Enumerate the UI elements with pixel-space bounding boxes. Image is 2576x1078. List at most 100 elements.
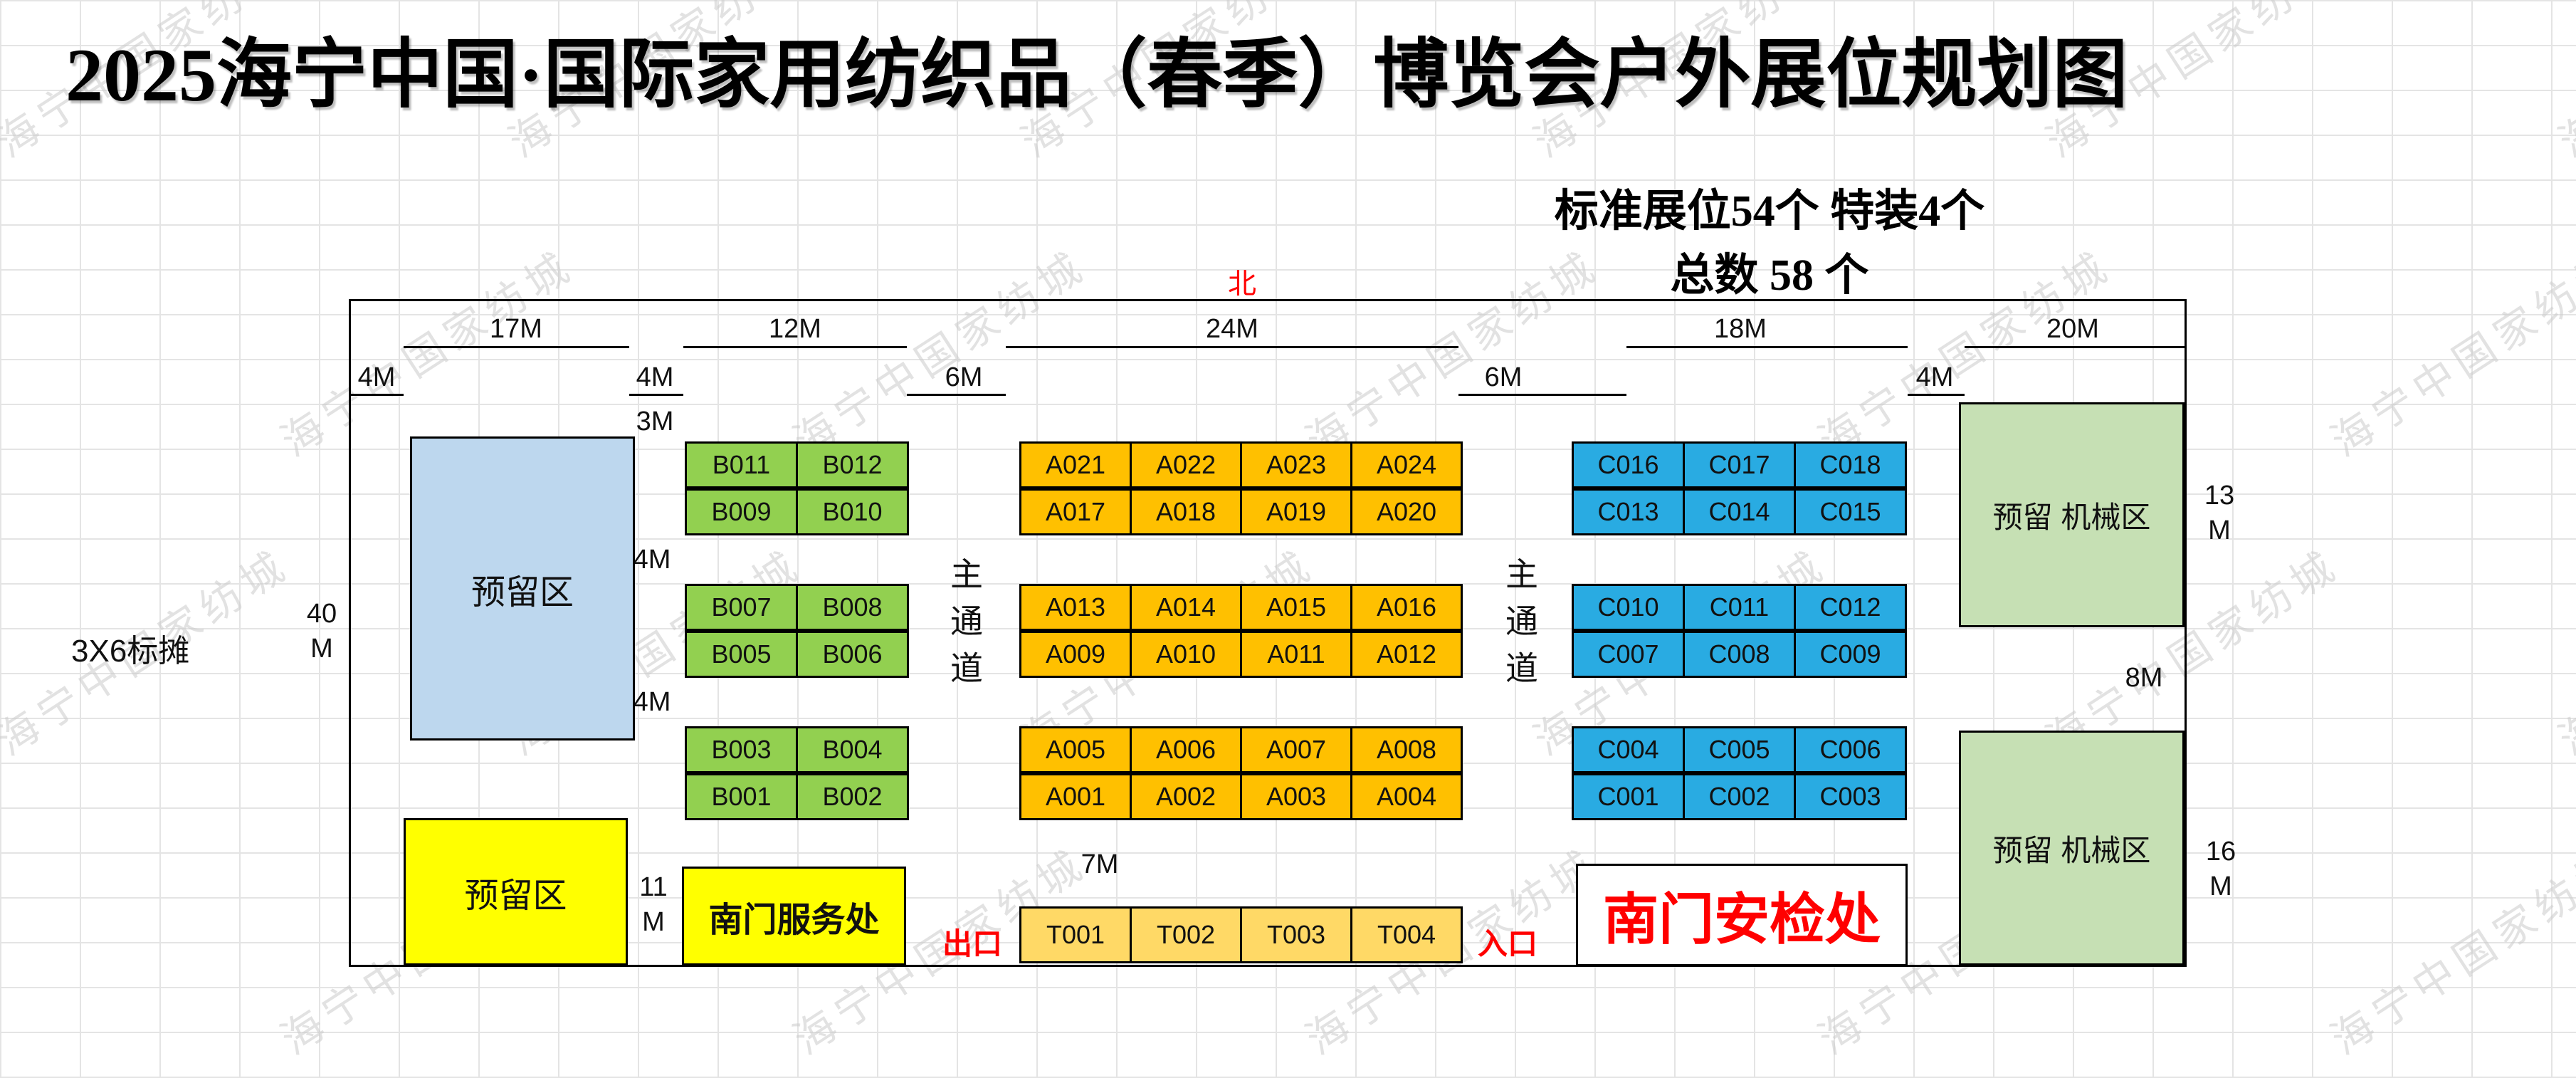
booth-A017: A017 [1019,488,1132,535]
dim-17m: 17M [490,314,542,344]
dim-12m: 12M [769,314,821,344]
booth-A007: A007 [1240,726,1352,773]
booth-A008: A008 [1350,726,1463,773]
booth-A011: A011 [1240,631,1352,678]
booth-C001: C001 [1572,773,1685,820]
zone-security-check: 南门安检处 [1576,864,1908,966]
booth-B009: B009 [685,488,798,535]
main-aisle-left: 主通道 [946,557,983,698]
booth-B012: B012 [796,441,909,488]
zone-service-office: 南门服务处 [682,867,906,966]
booth-C015: C015 [1794,488,1907,535]
booth-T004: T004 [1350,906,1463,963]
booth-A018: A018 [1130,488,1242,535]
dim-20m: 20M [2046,314,2099,344]
booth-A006: A006 [1130,726,1242,773]
booth-C016: C016 [1572,441,1685,488]
booth-C008: C008 [1683,631,1796,678]
booth-A024: A024 [1350,441,1463,488]
dim-line-17m [404,346,629,348]
booth-C002: C002 [1683,773,1796,820]
zone-machinery-lower: 预留 机械区 [1959,731,2185,966]
booth-C017: C017 [1683,441,1796,488]
dim-3m: 3M [636,407,674,436]
booth-A023: A023 [1240,441,1352,488]
booth-A019: A019 [1240,488,1352,535]
stats-line-2: 总数 58 个 [1670,251,1869,300]
main-aisle-right: 主通道 [1501,557,1538,698]
stats-line-1: 标准展位54个 特装4个 [1554,187,1985,236]
booth-A013: A013 [1019,584,1132,631]
booth-B001: B001 [685,773,798,820]
dim-18m: 18M [1714,314,1767,344]
dim-line-6m-a [907,394,1006,396]
booth-T002: T002 [1130,906,1242,963]
booth-T003: T003 [1240,906,1352,963]
dim-6m-a: 6M [945,362,983,392]
zone-reserved-blue: 预留区 [410,436,635,741]
plan-border-bottom [349,965,2187,967]
page-title: 2025海宁中国·国际家用纺织品（春季）博览会户外展位规划图 [65,33,2128,117]
dim-line-4m-a [349,394,404,396]
booth-A010: A010 [1130,631,1242,678]
booth-B006: B006 [796,631,909,678]
booth-C012: C012 [1794,584,1907,631]
booth-B003: B003 [685,726,798,773]
booth-A020: A020 [1350,488,1463,535]
booth-B011: B011 [685,441,798,488]
side-note-3x6: 3X6标摊 [71,634,190,669]
plan-border-top [349,299,2187,301]
booth-A005: A005 [1019,726,1132,773]
dim-line-20m [1965,346,2185,348]
zone-machinery-lower-label: 预留 机械区 [1992,833,2151,867]
booth-A009: A009 [1019,631,1132,678]
booth-A012: A012 [1350,631,1463,678]
dim-gap-4m-b: 4M [633,687,671,717]
dim-line-24m [1006,346,1458,348]
dim-4m-b: 4M [636,362,674,392]
dim-16m: 16 M [2205,837,2236,902]
zone-security-check-label: 南门安检处 [1602,888,1881,951]
booth-A022: A022 [1130,441,1242,488]
booth-B002: B002 [796,773,909,820]
dim-6m-b: 6M [1484,362,1523,392]
booth-C003: C003 [1794,773,1907,820]
plan-border-right [2185,299,2187,967]
booth-C005: C005 [1683,726,1796,773]
dim-13m: 13 M [2204,481,2235,546]
dim-line-6m-b [1458,394,1626,396]
zone-reserved-yellow: 预留区 [404,818,628,966]
booth-B007: B007 [685,584,798,631]
zone-reserved-yellow-label: 预留区 [464,876,567,915]
zone-machinery-upper: 预留 机械区 [1959,402,2185,627]
booth-C018: C018 [1794,441,1907,488]
dim-line-4m-c [1908,394,1965,396]
booth-C014: C014 [1683,488,1796,535]
dim-11m: 11 M [639,872,668,938]
booth-A016: A016 [1350,584,1463,631]
booth-A021: A021 [1019,441,1132,488]
booth-A004: A004 [1350,773,1463,820]
dim-4m-c: 4M [1915,362,1954,392]
zone-service-office-label: 南门服务处 [708,901,880,939]
dim-4m-a: 4M [357,362,396,392]
booth-A003: A003 [1240,773,1352,820]
dim-gap-4m-a: 4M [633,545,671,575]
booth-C004: C004 [1572,726,1685,773]
booth-T001: T001 [1019,906,1132,963]
plan-border-left [349,299,351,967]
dim-40m: 40 M [306,599,337,664]
dim-24m: 24M [1206,314,1258,344]
booth-C010: C010 [1572,584,1685,631]
booth-C009: C009 [1794,631,1907,678]
dim-line-18m [1626,346,1908,348]
booth-A002: A002 [1130,773,1242,820]
dim-line-12m [683,346,907,348]
booth-C013: C013 [1572,488,1685,535]
dim-8m: 8M [2125,663,2163,693]
zone-reserved-blue-label: 预留区 [470,573,574,612]
entrance-label: 入口 [1477,927,1538,961]
booth-B008: B008 [796,584,909,631]
booth-C006: C006 [1794,726,1907,773]
